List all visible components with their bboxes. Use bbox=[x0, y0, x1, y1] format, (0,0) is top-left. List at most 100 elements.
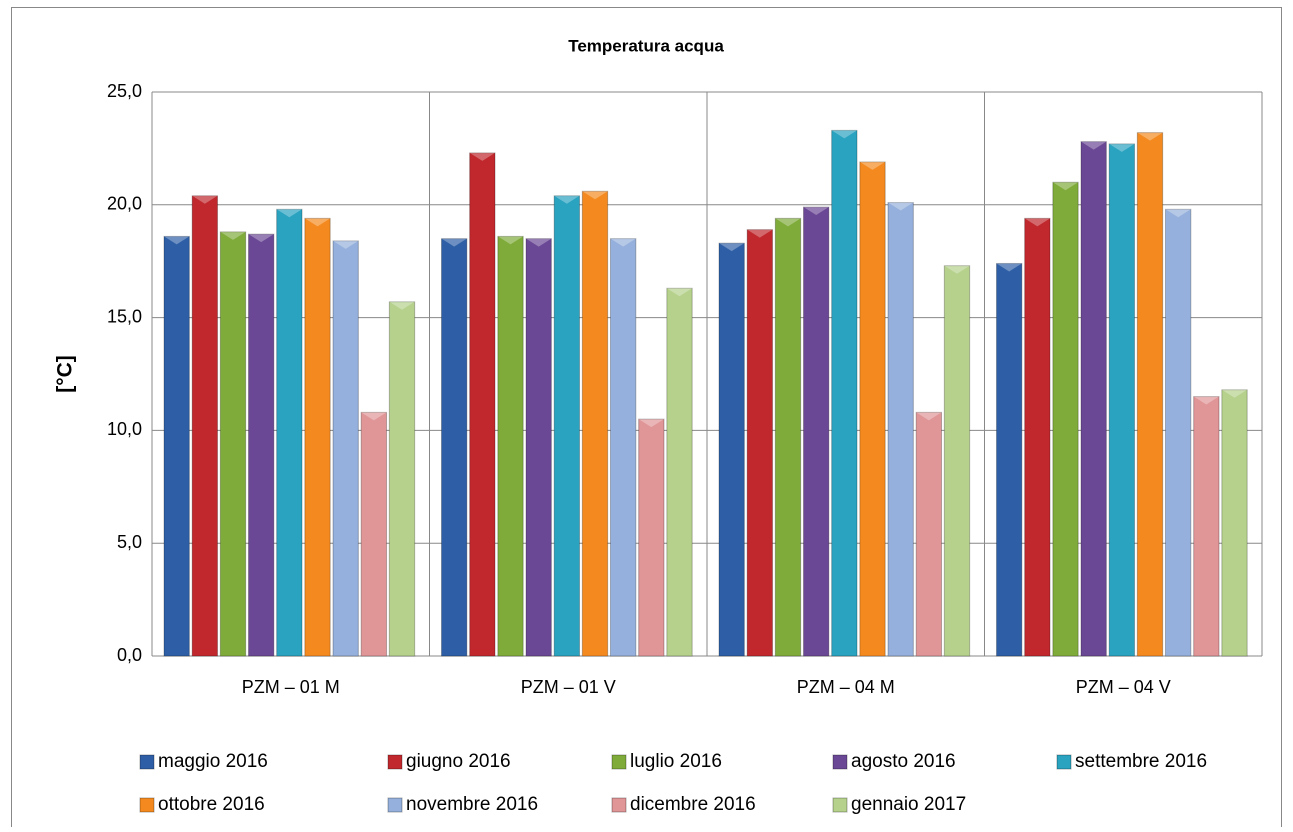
bar bbox=[388, 301, 416, 657]
bar bbox=[1193, 396, 1220, 657]
bar bbox=[718, 242, 745, 657]
bar-bevel bbox=[803, 207, 829, 216]
bar-bevel bbox=[526, 238, 552, 247]
bar bbox=[1221, 389, 1248, 657]
bar-bevel bbox=[304, 218, 331, 227]
bar-bevel bbox=[775, 218, 801, 227]
bar bbox=[219, 231, 247, 657]
bar-bevel bbox=[916, 412, 942, 421]
chart-title: Temperatura acqua bbox=[568, 36, 724, 55]
legend-label: giugno 2016 bbox=[406, 751, 511, 772]
bar-bevel bbox=[638, 419, 665, 428]
legend-swatch bbox=[832, 797, 848, 813]
bar bbox=[774, 217, 802, 657]
bar-bevel bbox=[1052, 182, 1079, 191]
legend-label: gennaio 2017 bbox=[851, 794, 966, 815]
bar bbox=[191, 195, 219, 657]
bar-bevel bbox=[944, 265, 970, 274]
legend-label: settembre 2016 bbox=[1075, 751, 1207, 772]
bar-bevel bbox=[1109, 143, 1135, 152]
y-tick-label: 5,0 bbox=[117, 532, 142, 552]
legend-swatch bbox=[387, 754, 403, 770]
bar-bevel bbox=[220, 231, 246, 240]
bar bbox=[1165, 208, 1192, 657]
bar-bevel bbox=[276, 209, 303, 218]
bar-bevel bbox=[859, 161, 886, 170]
bar bbox=[276, 208, 303, 657]
bar bbox=[304, 217, 331, 657]
bar-bevel bbox=[164, 236, 190, 245]
bar bbox=[525, 238, 552, 657]
bar-bevel bbox=[996, 263, 1022, 272]
bar bbox=[248, 233, 275, 657]
bar-bevel bbox=[1165, 209, 1191, 218]
bar-bevel bbox=[610, 238, 636, 247]
legend-label: ottobre 2016 bbox=[158, 794, 265, 815]
bar bbox=[887, 202, 914, 657]
bar bbox=[441, 238, 468, 657]
bar bbox=[163, 235, 190, 657]
bar-bevel bbox=[888, 202, 914, 211]
bar-bevel bbox=[1081, 141, 1107, 150]
bar bbox=[497, 235, 524, 657]
legend-swatch bbox=[611, 754, 627, 770]
bar bbox=[638, 418, 665, 657]
y-tick-label: 10,0 bbox=[107, 419, 142, 439]
bar-bevel bbox=[831, 130, 858, 139]
bar bbox=[666, 287, 693, 657]
bar-bevel bbox=[1221, 389, 1248, 398]
bar bbox=[1052, 181, 1079, 657]
legend-label: luglio 2016 bbox=[630, 751, 722, 772]
bar-bevel bbox=[666, 288, 693, 297]
x-tick-label: PZM – 04 V bbox=[1076, 677, 1171, 697]
bar-bevel bbox=[389, 301, 415, 310]
bar bbox=[859, 161, 886, 657]
bar-bevel bbox=[1137, 132, 1163, 141]
bar-bevel bbox=[497, 236, 524, 245]
legend-swatch bbox=[139, 754, 155, 770]
legend-label: dicembre 2016 bbox=[630, 794, 756, 815]
bar bbox=[610, 238, 637, 657]
x-tick-label: PZM – 04 M bbox=[797, 677, 895, 697]
bar bbox=[581, 190, 609, 657]
y-axis-label: [°C] bbox=[54, 355, 77, 393]
bar bbox=[1108, 143, 1136, 657]
bar bbox=[915, 411, 943, 657]
bar bbox=[746, 229, 774, 657]
y-tick-label: 20,0 bbox=[107, 194, 142, 214]
bar bbox=[1080, 141, 1107, 657]
bar-bevel bbox=[248, 234, 274, 243]
bar bbox=[469, 152, 496, 657]
bar bbox=[1136, 132, 1164, 657]
bar bbox=[803, 206, 830, 657]
y-tick-label: 15,0 bbox=[107, 306, 142, 326]
bar-bevel bbox=[1024, 218, 1051, 227]
legend-swatch bbox=[832, 754, 848, 770]
bar-bevel bbox=[333, 240, 359, 249]
bar bbox=[1024, 217, 1051, 657]
bar bbox=[553, 195, 581, 657]
x-tick-label: PZM – 01 M bbox=[242, 677, 340, 697]
legend-label: agosto 2016 bbox=[851, 751, 956, 772]
legend-swatch bbox=[611, 797, 627, 813]
bar-bevel bbox=[469, 152, 496, 161]
bar-bevel bbox=[582, 191, 608, 200]
bar bbox=[943, 265, 971, 657]
y-tick-label: 25,0 bbox=[107, 81, 142, 101]
bar-bevel bbox=[361, 412, 387, 421]
bar bbox=[831, 129, 858, 657]
bar bbox=[996, 262, 1023, 657]
legend-label: maggio 2016 bbox=[158, 751, 268, 772]
bar-bevel bbox=[192, 195, 218, 204]
bar-bevel bbox=[747, 229, 773, 238]
legend-label: novembre 2016 bbox=[406, 794, 538, 815]
bar bbox=[332, 240, 359, 657]
bar-bevel bbox=[441, 238, 467, 247]
bar-bevel bbox=[1193, 396, 1220, 405]
legend-swatch bbox=[139, 797, 155, 813]
bar-bevel bbox=[719, 243, 745, 252]
bar bbox=[360, 411, 388, 657]
x-tick-label: PZM – 01 V bbox=[521, 677, 616, 697]
legend-swatch bbox=[1056, 754, 1072, 770]
legend-swatch bbox=[387, 797, 403, 813]
